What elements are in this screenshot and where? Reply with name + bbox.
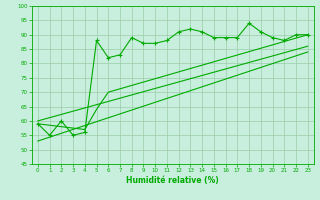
X-axis label: Humidité relative (%): Humidité relative (%) <box>126 176 219 185</box>
